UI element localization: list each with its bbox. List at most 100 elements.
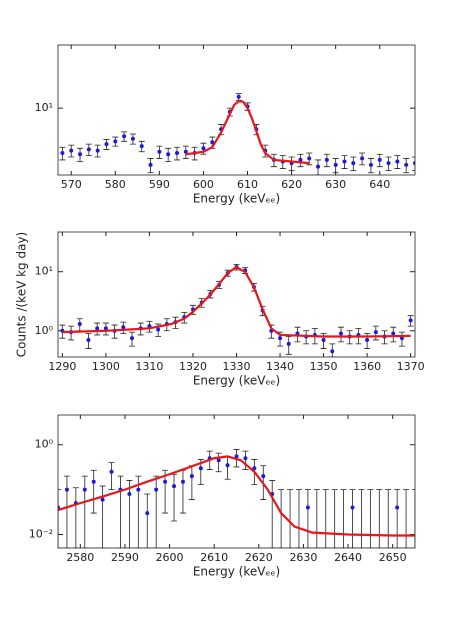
data-point xyxy=(86,147,91,152)
data-point xyxy=(286,341,291,346)
data-point xyxy=(78,152,83,157)
data-point xyxy=(316,164,321,169)
data-point xyxy=(109,469,114,474)
data-point xyxy=(148,162,153,167)
x-tick-label: 2650 xyxy=(379,551,407,564)
data-point xyxy=(368,162,373,167)
data-point xyxy=(86,337,91,342)
error-bar xyxy=(144,493,151,548)
data-point xyxy=(261,474,266,479)
data-point xyxy=(342,159,347,164)
data-point xyxy=(278,336,283,341)
data-point xyxy=(64,487,69,492)
data-point xyxy=(252,466,257,471)
data-point xyxy=(122,134,127,139)
error-bar xyxy=(269,480,276,548)
y-tick-label: 10⁰ xyxy=(35,324,54,337)
data-point xyxy=(413,161,415,166)
x-tick-label: 2640 xyxy=(334,551,362,564)
x-tick-label: 1340 xyxy=(266,360,294,373)
data-point xyxy=(166,152,171,157)
error-bar xyxy=(322,489,329,548)
data-point xyxy=(210,140,215,145)
data-point xyxy=(113,139,118,144)
x-tick-label: 620 xyxy=(281,178,302,191)
error-bar xyxy=(153,475,160,548)
data-point xyxy=(360,156,365,161)
data-point xyxy=(77,322,82,327)
data-point xyxy=(399,336,404,341)
error-bar xyxy=(117,475,124,548)
data-point xyxy=(408,318,413,323)
data-point xyxy=(324,157,329,162)
x-tick-label: 610 xyxy=(237,178,258,191)
data-point xyxy=(136,487,141,492)
data-point xyxy=(333,162,338,167)
data-point xyxy=(121,325,126,330)
data-point xyxy=(69,148,74,153)
x-tick-label: 2610 xyxy=(200,551,228,564)
error-bar xyxy=(412,489,415,548)
error-bar xyxy=(278,489,285,548)
error-bar xyxy=(313,489,320,548)
plot-area xyxy=(58,449,415,548)
data-point xyxy=(154,487,159,492)
error-bar xyxy=(385,489,392,548)
data-point xyxy=(139,144,144,149)
data-point xyxy=(395,505,400,510)
data-point xyxy=(130,336,135,341)
y-axis-label: Counts /(keV kg day) xyxy=(15,232,29,358)
data-point xyxy=(365,337,370,342)
data-point xyxy=(338,331,343,336)
data-point xyxy=(145,511,150,516)
data-point xyxy=(395,159,400,164)
data-point xyxy=(373,330,378,335)
error-bar xyxy=(403,489,410,548)
data-point xyxy=(60,151,65,156)
error-bar xyxy=(295,489,302,548)
error-bar xyxy=(331,489,338,548)
data-point xyxy=(298,157,303,162)
plot-frame xyxy=(57,414,416,549)
error-bar xyxy=(188,465,195,500)
data-point xyxy=(100,497,105,502)
data-point xyxy=(225,463,230,468)
data-point xyxy=(82,487,87,492)
data-point xyxy=(130,136,135,141)
data-point xyxy=(201,146,206,151)
data-point xyxy=(127,491,132,496)
x-tick-label: 2580 xyxy=(66,551,94,564)
error-bar xyxy=(162,469,169,514)
error-bar xyxy=(349,489,356,548)
error-bar xyxy=(108,462,115,491)
error-bar xyxy=(224,456,231,480)
data-point xyxy=(351,161,356,166)
data-point xyxy=(307,156,312,161)
y-tick-label: 10¹ xyxy=(35,101,53,114)
error-bar xyxy=(367,489,374,548)
error-bar xyxy=(90,469,97,514)
x-tick-label: 1310 xyxy=(135,360,163,373)
x-tick-label: 570 xyxy=(61,178,82,191)
x-tick-label: 590 xyxy=(149,178,170,191)
y-tick-label: 10⁰ xyxy=(35,438,54,451)
x-axis-label: Energy (keVₑₑ) xyxy=(193,374,280,388)
error-bar xyxy=(58,489,61,548)
data-point xyxy=(377,157,382,162)
error-bar xyxy=(340,489,347,548)
data-point xyxy=(104,142,109,147)
data-point xyxy=(175,151,179,156)
x-tick-label: 1330 xyxy=(223,360,251,373)
data-point xyxy=(198,466,203,471)
data-point xyxy=(157,149,162,154)
x-tick-label: 2630 xyxy=(289,551,317,564)
data-point xyxy=(156,327,161,332)
data-point xyxy=(234,454,239,459)
data-point xyxy=(91,479,96,484)
error-bar xyxy=(376,489,383,548)
y-tick-label: 10¹ xyxy=(35,265,53,278)
x-tick-label: 580 xyxy=(105,178,126,191)
x-tick-label: 1300 xyxy=(92,360,120,373)
